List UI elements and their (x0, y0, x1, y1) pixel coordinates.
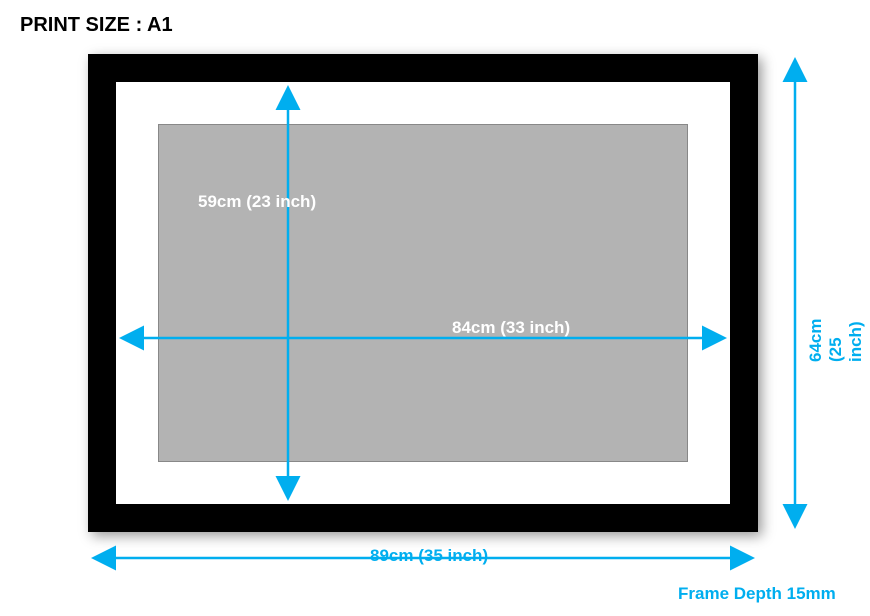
outer-height-label: 64cm (25 inch) (806, 298, 866, 362)
frame-outer (88, 54, 758, 532)
inner-width-label: 84cm (33 inch) (452, 318, 570, 338)
page-title: PRINT SIZE : A1 (20, 14, 173, 37)
inner-height-label: 59cm (23 inch) (198, 192, 316, 212)
print-area (158, 124, 688, 462)
frame-depth-label: Frame Depth 15mm (678, 584, 836, 604)
outer-width-label: 89cm (35 inch) (370, 546, 488, 566)
frame-mat (116, 82, 730, 504)
